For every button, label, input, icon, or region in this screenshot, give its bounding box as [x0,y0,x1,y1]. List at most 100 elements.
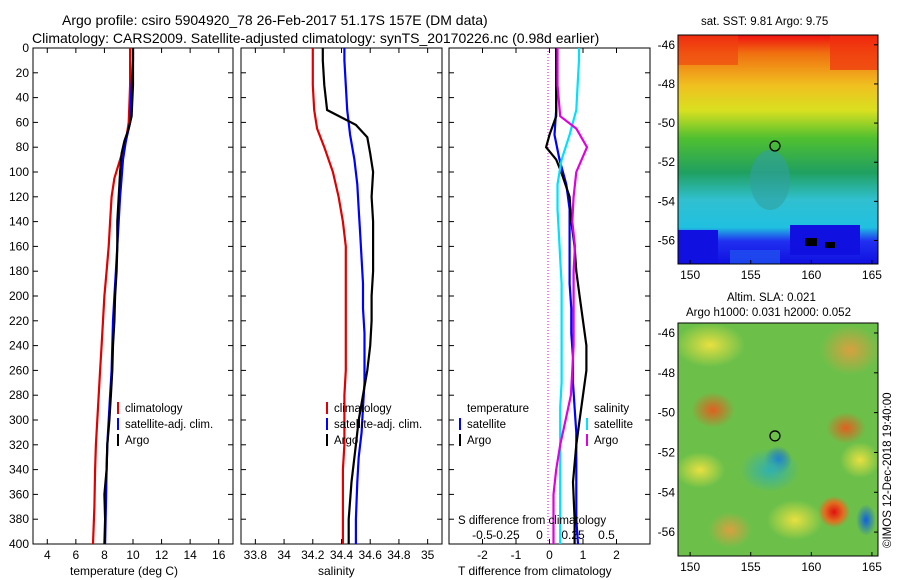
sla-map-frame [677,322,879,557]
sst-map-cold-patch [678,230,718,264]
difference-legend-t-argo: Argo [467,435,491,447]
sla-map-argo-marker [769,430,781,442]
temperature-xtick-label: 10 [126,548,140,562]
temperature-xtick-label: 6 [73,548,80,562]
difference-xlabel-top: S difference from climatology [458,515,606,527]
salinity-line-argo [321,48,375,544]
figure-title-line1: Argo profile: csiro 5904920_78 26-Feb-20… [62,12,488,28]
difference-xtick-label: 2 [613,548,620,562]
sla-map-title: Altim. SLA: 0.021 [727,292,816,304]
sst-map-xtick-label: 160 [801,268,821,282]
sla-map-anomaly [678,452,725,488]
sst-map-ytick-label: -54 [658,194,676,208]
sla-map-xtick-label: 160 [801,560,821,574]
sla-map-ytick-label: -54 [658,485,676,499]
depth-tick-label: 80 [16,140,30,154]
salinity-xtick-label: 34.6 [359,548,383,562]
sla-map-ytick-label: -52 [658,445,676,459]
sst-map-ytick-label: -46 [658,38,676,52]
salinity-xtick-label: 34.4 [330,548,354,562]
sst-map-title: sat. SST: 9.81 Argo: 9.75 [701,16,828,28]
sla-map-xtick-label: 150 [680,560,700,574]
salinity-xtick-label: 35 [421,548,435,562]
depth-tick-label: 60 [16,115,30,129]
depth-tick-label: 300 [9,413,29,427]
depth-tick-label: 0 [22,41,29,55]
difference-legend-salinity-title: salinity [594,403,629,415]
difference-legend-s-satellite: satellite [594,419,633,431]
temperature-xtick-label: 12 [155,548,169,562]
depth-tick-label: 100 [9,165,29,179]
depth-tick-label: 340 [9,463,29,477]
sst-map-ytick-label: -52 [658,155,676,169]
difference-series [544,48,589,544]
temperature-xtick-label: 14 [183,548,197,562]
temperature-axis-ticks: 4 6 8 10 12 14 16 [33,47,233,562]
sst-map-cold-patch [730,250,780,264]
temperature-legend-climatology: climatology [125,403,183,415]
sst-map-frame [677,34,879,265]
depth-tick-label: 40 [16,91,30,105]
sla-map-image [678,323,878,556]
imos-credit: ©IMOS 12-Dec-2018 19:40:00 [882,392,894,548]
depth-tick-label: 180 [9,264,29,278]
difference-s-xtick-label: 0 [536,528,543,542]
salinity-legend: climatology satellite-adj. clim. Argo [326,402,422,447]
salinity-line-satellite-adj-clim- [343,48,366,544]
sla-map-ytick-label: -48 [658,366,676,380]
sla-map-anomaly [691,392,735,428]
temperature-xtick-label: 8 [101,548,108,562]
sla-map-anomaly [840,442,878,478]
salinity-line-climatology [311,48,347,544]
difference-line-s-argo [552,48,589,544]
salinity-legend-satellite: satellite-adj. clim. [334,419,422,431]
depth-tick-label: 380 [9,512,29,526]
difference-s-xtick-label: 0.5 [598,528,615,542]
salinity-xtick-label: 34.8 [387,548,411,562]
difference-xtick-label: 0 [546,548,553,562]
sst-map-argo-marker [769,140,781,152]
sst-map-ticks: 150 155 160 165 -46 -48 -50 -52 -54 -56 [658,38,883,282]
depth-tick-labels: 0 20 40 60 80 100 120 140 160 180 200 220 240 260 280 3… [9,41,29,551]
salinity-legend-climatology: climatology [334,403,392,415]
sla-map-anomaly [820,325,878,375]
sla-map-ytick-label: -56 [658,525,676,539]
salinity-axis-ticks: 33.8 34 34.2 34.4 34.6 34.8 35 [241,47,442,562]
difference-s-xtick-label: -0.5 [472,528,493,542]
sst-map-land-mask [805,238,817,246]
difference-legend: temperature satellite Argo salinity sate… [459,403,633,447]
sla-map-anomaly [740,448,800,492]
difference-xtick-label: -1 [511,548,522,562]
salinity-xtick-label: 34 [277,548,291,562]
difference-legend-t-satellite: satellite [467,419,506,431]
depth-tick-label: 400 [9,537,29,551]
sst-map-land-mask [825,242,835,248]
sla-map-anomaly [826,412,866,444]
sst-map-warm-patch [830,35,878,70]
difference-xtick-label: -2 [477,548,488,562]
depth-tick-label: 280 [9,388,29,402]
sla-map-anomaly [678,323,745,367]
difference-line-t-argo [544,48,588,544]
sst-map-tongue [750,150,790,210]
difference-legend-s-argo: Argo [594,435,618,447]
temperature-legend-argo: Argo [125,435,149,447]
sst-map-xtick-label: 165 [862,268,882,282]
difference-axis-ticks: -2 -1 0 1 2 -0.5 -0.25 0 0.25 0.5 [449,47,650,562]
sla-map-anomaly [767,500,823,540]
sla-map-anomaly [818,496,850,528]
difference-xtick-label: 1 [580,548,587,562]
sst-map-argo-location [769,140,781,152]
depth-tick-label: 200 [9,289,29,303]
depth-tick-label: 120 [9,190,29,204]
sla-map-subtitle: Argo h1000: 0.031 h2000: 0.052 [686,307,851,319]
sst-map-ytick-label: -50 [658,116,676,130]
difference-xlabel: T difference from climatology [458,564,612,578]
temperature-line-argo [103,48,135,544]
depth-tick-label: 220 [9,314,29,328]
temperature-xtick-label: 4 [44,548,51,562]
difference-s-xtick-label: -0.25 [492,528,520,542]
depth-tick-label: 160 [9,239,29,253]
